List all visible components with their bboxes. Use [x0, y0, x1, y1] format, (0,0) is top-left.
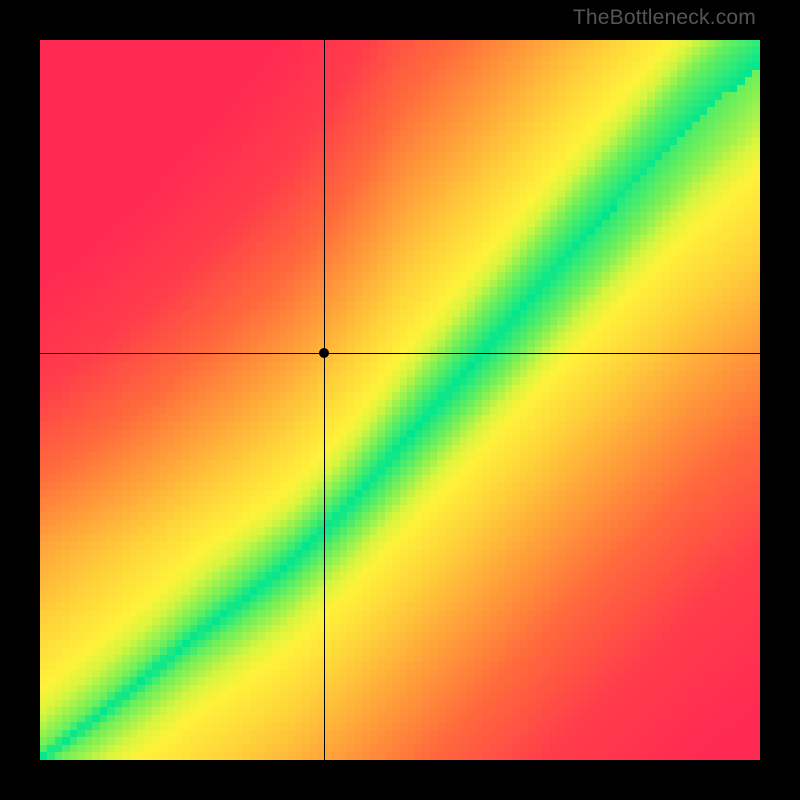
crosshair-horizontal	[40, 353, 760, 354]
chart-frame: TheBottleneck.com	[0, 0, 800, 800]
selection-marker	[319, 348, 329, 358]
watermark-text: TheBottleneck.com	[573, 6, 756, 30]
crosshair-vertical	[324, 40, 325, 760]
plot-area	[40, 40, 760, 760]
bottleneck-heatmap	[40, 40, 760, 760]
